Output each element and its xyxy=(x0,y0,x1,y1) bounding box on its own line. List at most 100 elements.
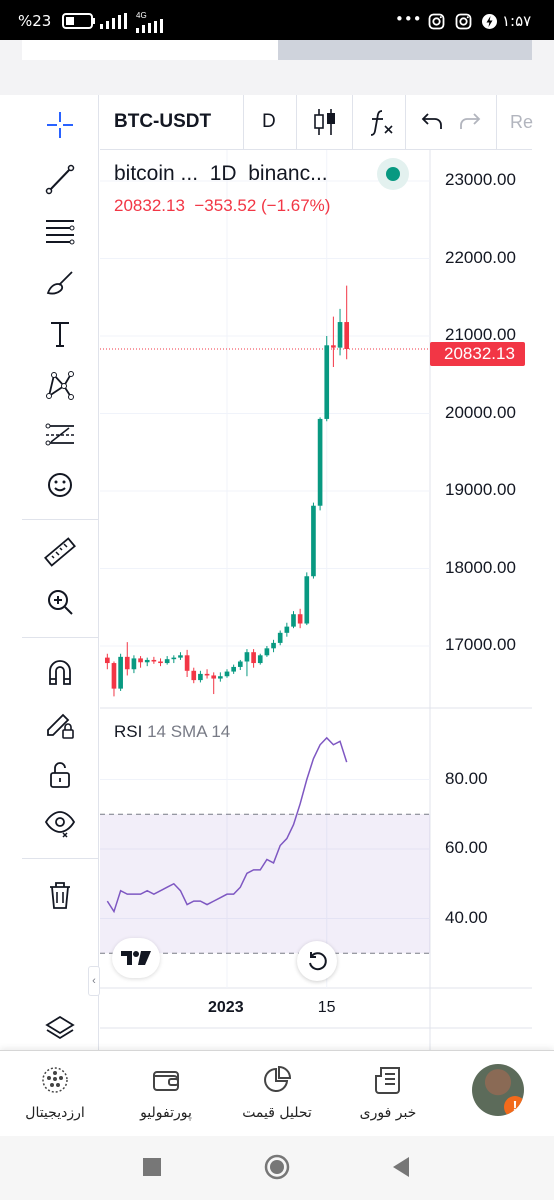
rsi-scale-label: 80.00 xyxy=(445,768,488,788)
candle-body xyxy=(104,657,110,664)
pattern-tool[interactable] xyxy=(38,363,82,407)
recents-icon[interactable] xyxy=(143,1158,161,1176)
tradingview-logo-icon xyxy=(121,951,151,965)
signal-icon xyxy=(100,13,127,29)
rsi-params: 14 SMA 14 xyxy=(147,722,231,741)
chart-toolbar: BTC-USDT D Re xyxy=(100,95,534,150)
notification-dots: ••• xyxy=(395,10,422,28)
nav-news-label: خبر فوری xyxy=(359,1105,417,1121)
candle-body xyxy=(284,626,290,633)
pencil-lock-icon xyxy=(47,713,74,739)
fib-levels-icon xyxy=(46,220,75,245)
rsi-scale-label: 60.00 xyxy=(445,838,488,857)
wallet-icon xyxy=(153,1071,179,1091)
interval-button[interactable]: D xyxy=(262,111,276,132)
candle-body xyxy=(144,659,150,663)
candle-body xyxy=(198,673,203,681)
candle-body xyxy=(211,675,217,679)
crosshair-tool[interactable] xyxy=(38,103,82,147)
signal-2-icon xyxy=(136,19,163,33)
object-tree-tool[interactable] xyxy=(38,1006,82,1050)
magnet-icon xyxy=(49,660,71,685)
alert-badge: ! xyxy=(504,1096,524,1116)
battery-percent: %23 xyxy=(18,12,52,30)
drawing-toolbar xyxy=(22,95,99,1050)
avatar[interactable]: ! xyxy=(472,1064,524,1116)
remove-tool[interactable] xyxy=(38,873,82,917)
measure-tool[interactable] xyxy=(38,530,82,574)
toolbar-divider xyxy=(296,95,297,150)
symbol-search[interactable]: BTC-USDT xyxy=(114,111,212,132)
trend-line-icon xyxy=(45,164,75,195)
zoom-tool[interactable] xyxy=(38,580,82,624)
candle-body xyxy=(191,670,197,681)
home-icon[interactable] xyxy=(263,1153,291,1181)
back-icon[interactable] xyxy=(392,1156,410,1178)
tradingview-logo[interactable] xyxy=(112,938,160,978)
chart-legend-title[interactable]: bitcoin ... 1D binanc... xyxy=(114,162,328,185)
top-band xyxy=(0,40,554,95)
rsi-legend[interactable]: RSI 14 SMA 14 xyxy=(114,722,230,742)
candle-body xyxy=(178,655,183,658)
brush-icon xyxy=(46,271,73,295)
instagram-2-icon xyxy=(455,13,472,30)
reset-chart-button[interactable] xyxy=(297,941,337,981)
time-label: 15 xyxy=(317,999,336,1016)
collapse-handle[interactable]: ‹ xyxy=(88,966,100,996)
rsi-scale-label: 40.00 xyxy=(445,907,488,927)
hide-tool[interactable] xyxy=(38,801,82,845)
candles-icon[interactable] xyxy=(312,107,338,137)
trash-icon xyxy=(50,882,70,909)
prediction-tool[interactable] xyxy=(38,413,82,457)
candle-body xyxy=(184,655,190,671)
eye-icon xyxy=(44,811,76,838)
candle-body xyxy=(297,614,303,624)
fib-tool[interactable] xyxy=(38,209,82,253)
magnet-tool[interactable] xyxy=(38,650,82,694)
layers-icon xyxy=(45,1015,75,1040)
candle-body xyxy=(317,418,323,506)
indicators-icon[interactable] xyxy=(366,107,396,137)
status-bar: %23 4G ••• ۱:۵۷ xyxy=(0,0,554,40)
candle-body xyxy=(231,666,236,672)
redo-icon[interactable] xyxy=(458,111,482,133)
nav-portfolio[interactable]: پورتفولیو xyxy=(111,1063,221,1121)
price-label: 18000.00 xyxy=(445,557,516,577)
candle-body xyxy=(171,657,177,660)
lock-drawings-tool[interactable] xyxy=(38,702,82,746)
top-band-left xyxy=(22,40,278,60)
unlock-icon xyxy=(50,762,70,788)
emoji-tool[interactable] xyxy=(38,463,82,507)
market-status-icon[interactable] xyxy=(377,158,409,190)
candle-body xyxy=(311,505,316,577)
nav-news[interactable]: خبر فوری xyxy=(333,1063,443,1121)
candle-body xyxy=(291,614,296,627)
nav-analysis[interactable]: تحلیل قیمت xyxy=(222,1063,332,1121)
toolbar-divider xyxy=(405,95,406,150)
reset-button[interactable]: Re xyxy=(510,112,534,132)
system-nav-bar xyxy=(0,1136,554,1200)
candle-body xyxy=(111,663,117,689)
undo-icon[interactable] xyxy=(420,111,444,133)
toolbar-divider xyxy=(243,95,244,150)
candle-body xyxy=(244,652,250,662)
trend-line-tool[interactable] xyxy=(38,157,82,201)
nav-crypto[interactable]: ارزدیجیتال xyxy=(0,1063,110,1121)
text-tool[interactable] xyxy=(38,312,82,356)
chart-canvas[interactable] xyxy=(100,150,532,1050)
brush-tool[interactable] xyxy=(38,260,82,304)
prediction-icon xyxy=(45,423,74,446)
network-type: 4G xyxy=(136,11,147,20)
nav-analysis-label: تحلیل قیمت xyxy=(242,1105,312,1121)
lock-tool[interactable] xyxy=(38,752,82,796)
price-label: 23000.00 xyxy=(445,170,516,189)
nav-crypto-label: ارزدیجیتال xyxy=(25,1105,85,1121)
last-price-tag: 20832.13 xyxy=(430,342,525,366)
ruler-icon xyxy=(44,537,76,567)
candle-body xyxy=(264,648,270,656)
candle-body xyxy=(118,656,123,689)
price-label: 22000.00 xyxy=(445,247,516,267)
instagram-icon xyxy=(428,13,445,30)
candle-body xyxy=(271,642,276,649)
zoom-in-icon xyxy=(48,590,73,615)
